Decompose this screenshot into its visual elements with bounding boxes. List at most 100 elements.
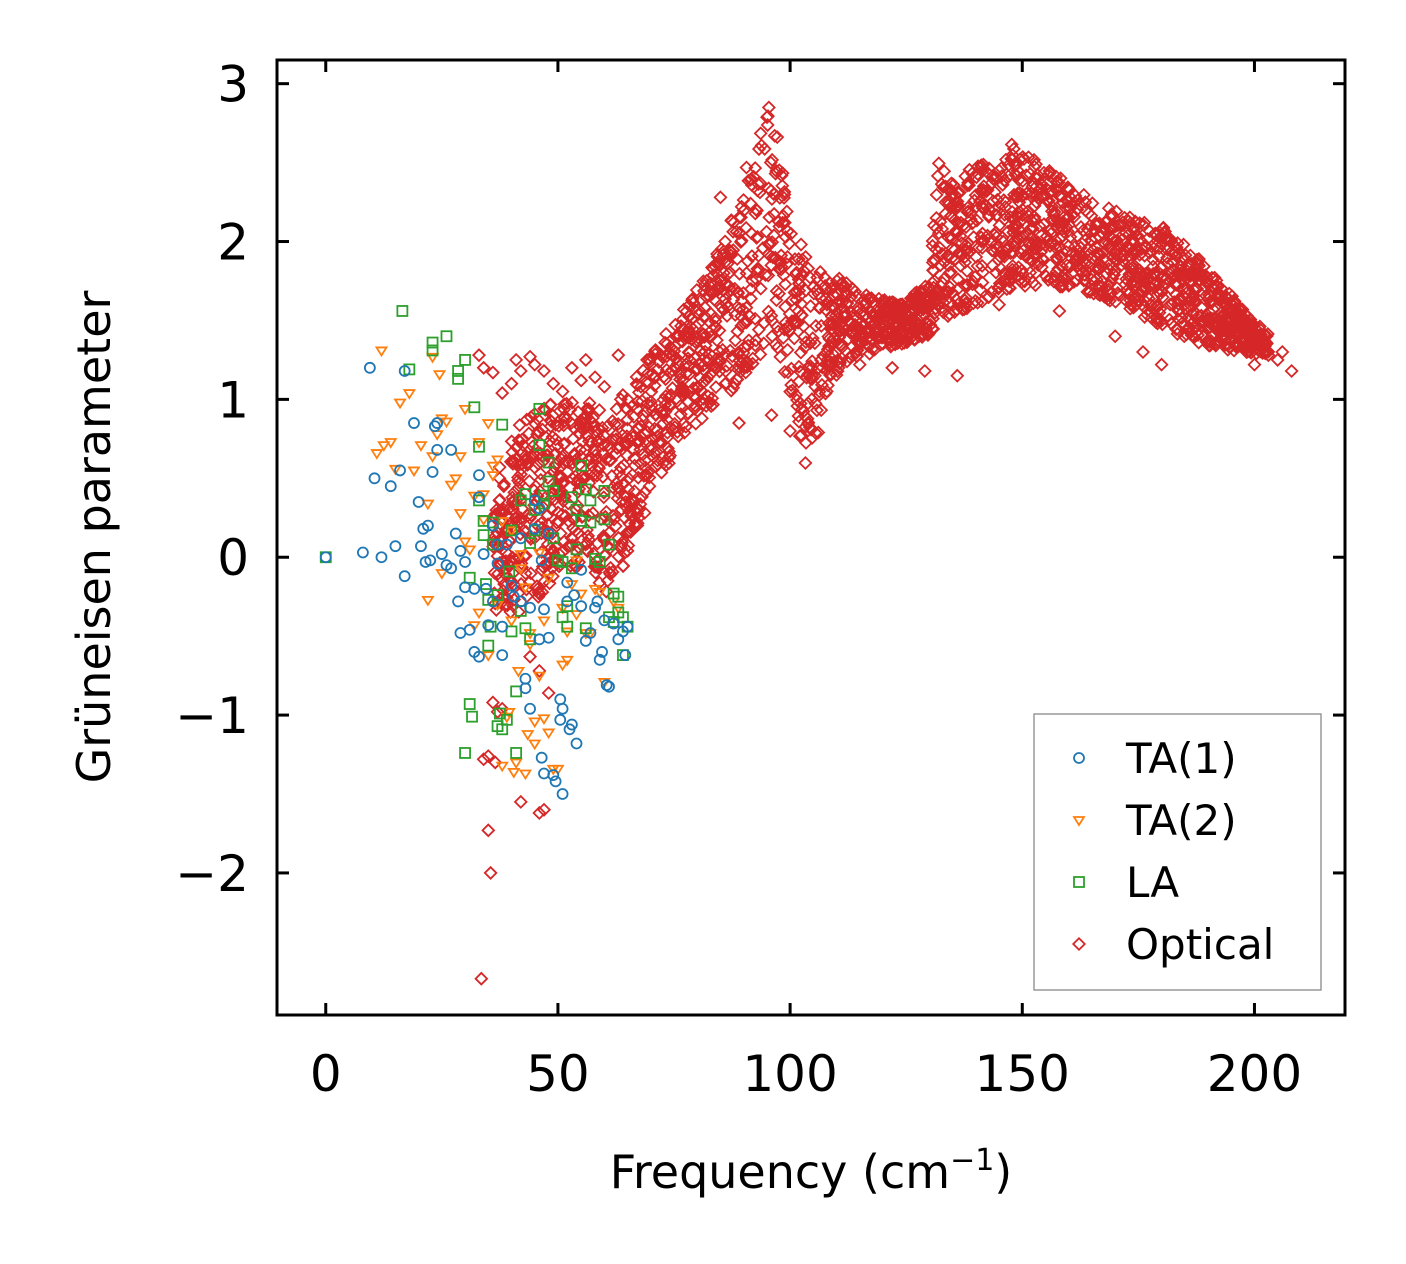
optical-point [613,460,628,475]
optical-point [901,329,916,344]
optical-point [729,224,744,239]
optical-point [777,215,792,230]
optical-point [749,202,764,217]
optical-point [699,353,714,368]
optical-point [1155,271,1170,286]
optical-point [1028,213,1043,228]
optical-point [614,541,629,556]
optical-point [701,288,716,303]
la-point [603,538,615,551]
optical-point [1010,209,1025,224]
optical-point [666,422,681,437]
optical-point [764,308,779,323]
optical-point [1214,313,1229,328]
optical-point [721,266,736,281]
ta2-point [511,666,526,678]
optical-point [995,177,1010,192]
optical-point [713,190,728,205]
optical-point [513,363,528,378]
ta1-point [568,589,581,602]
optical-point [998,152,1014,167]
optical-point [649,445,664,460]
ta2-point [449,474,463,486]
optical-point [718,346,733,362]
optical-point [603,560,618,575]
optical-point [787,317,802,332]
optical-point [1053,188,1068,203]
legend: TA(1) TA(2) LA Optical [1033,713,1322,991]
ta2-point [495,761,509,773]
optical-point [750,183,765,198]
ta1-point [514,595,527,608]
optical-point [888,329,903,345]
optical-point [685,293,700,308]
optical-point [885,360,900,375]
optical-point [608,428,623,443]
optical-point [785,383,800,398]
optical-point [823,292,838,307]
ta2-point [384,438,398,449]
optical-point [485,365,500,380]
optical-point [778,315,793,330]
optical-point [713,274,728,289]
optical-point [745,273,760,288]
optical-point [1154,357,1169,372]
optical-point [691,316,706,331]
optical-point [677,425,692,440]
optical-point [581,402,596,417]
optical-point [1216,307,1231,322]
optical-point [530,412,545,427]
optical-point [1183,269,1198,284]
optical-point [865,341,880,357]
optical-point [951,215,966,230]
optical-point [931,286,947,301]
optical-point [1198,274,1213,289]
ta2-point [537,714,551,725]
ta2-point [490,455,505,467]
optical-point [1242,339,1257,354]
optical-point [570,475,585,490]
optical-point [520,457,535,472]
la-point [440,330,453,343]
optical-point [835,276,850,291]
la-point [505,524,518,537]
la-point [426,344,439,357]
ta1-point [454,545,467,557]
la-point [459,747,471,759]
la-point [503,565,516,578]
optical-point [833,355,848,370]
optical-point [521,426,536,441]
optical-point [1055,269,1070,284]
optical-point [686,301,701,316]
optical-point [543,419,558,434]
optical-point [614,495,629,510]
optical-point [992,297,1007,312]
optical-point [797,340,812,355]
optical-point [1155,290,1170,305]
optical-point [1045,199,1060,214]
optical-point [517,548,532,563]
optical-point [656,392,671,407]
ta1-point [496,649,509,661]
ta1-point [505,579,518,592]
ta1-point [561,595,574,608]
optical-point [1128,289,1143,304]
optical-point [710,247,725,262]
optical-point [790,399,805,414]
legend-label-ta2: TA(2) [1125,796,1237,845]
ta1-point [368,472,381,485]
ta2-point [569,556,584,568]
optical-point [629,401,644,416]
optical-point [530,582,545,597]
optical-point [818,278,833,293]
optical-point [476,360,491,375]
optical-point [965,166,980,181]
ta1-point [445,443,458,456]
optical-point [777,187,792,202]
optical-point [526,446,541,461]
legend-marker-ta2 [1072,816,1086,827]
optical-point [709,361,724,376]
optical-point [953,228,968,244]
optical-point [699,398,714,414]
optical-point [555,384,570,399]
